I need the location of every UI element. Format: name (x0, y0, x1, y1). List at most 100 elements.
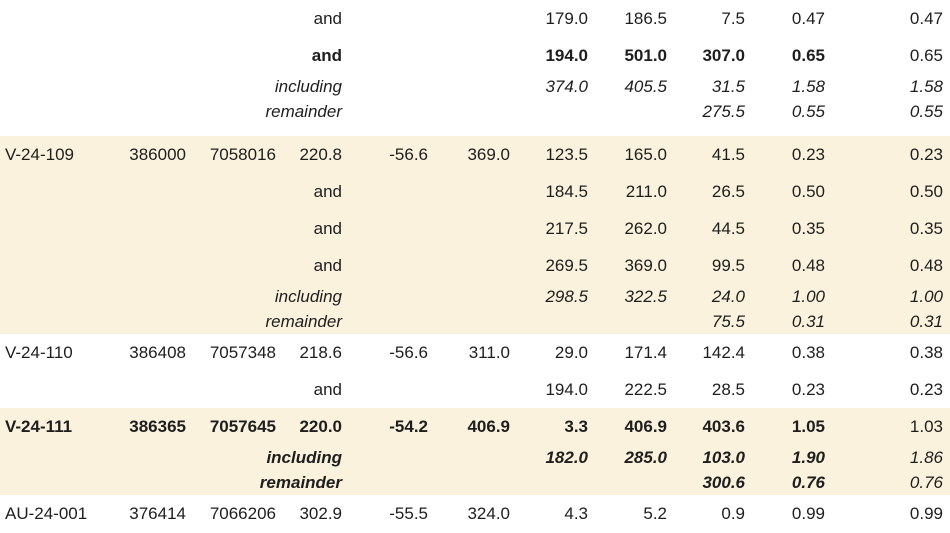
grade-cell: 0.23 (745, 380, 825, 400)
cell-text: 0.76 (909, 472, 943, 492)
depth-cell: 369.0 (428, 145, 510, 165)
table-row: remainder 300.6 0.76 0.76 (0, 470, 950, 495)
cell-text: AU-24-001 (5, 503, 88, 523)
cell-text: 218.6 (299, 342, 342, 362)
interval-cell: 26.5 (667, 182, 745, 202)
cell-text: 285.0 (624, 447, 667, 467)
from-cell: 182.0 (510, 448, 588, 468)
cell-text: 184.5 (545, 181, 588, 201)
cell-text: 0.38 (791, 342, 825, 362)
depth-cell: 324.0 (428, 504, 510, 524)
cell-text: V-24-110 (5, 342, 73, 362)
cell-text: 0.50 (791, 181, 825, 201)
table-row: and 184.5 211.0 26.5 0.50 0.50 (0, 173, 950, 210)
cell-text: including (274, 76, 342, 96)
cell-text: 0.35 (909, 218, 943, 238)
table-section: and 179.0 186.5 7.5 0.47 0.47 and 194.0 501.0 307… (0, 0, 950, 136)
grade-cell: 1.05 (745, 417, 825, 437)
from-cell: 269.5 (510, 256, 588, 276)
grade-cell: 1.00 (745, 287, 825, 307)
cell-text: 374.0 (545, 76, 588, 96)
cell-text: 5.2 (643, 503, 667, 523)
from-cell: 194.0 (510, 380, 588, 400)
cell-text: 406.9 (467, 416, 510, 436)
grade-cell: 1.58 (745, 77, 825, 97)
interval-cell: 41.5 (667, 145, 745, 165)
grade-cell: 0.76 (745, 473, 825, 493)
hole-id-cell: V-24-110 (0, 343, 115, 363)
grade-capped-cell: 0.23 (825, 380, 943, 400)
cell-text: 103.0 (702, 447, 745, 467)
cell-text: 4.3 (564, 503, 588, 523)
cell-text: and (313, 379, 342, 399)
cell-text: 186.5 (624, 8, 667, 28)
cell-text: 7057645 (209, 416, 276, 436)
cell-text: 275.5 (702, 101, 745, 121)
cell-text: 75.5 (711, 311, 745, 331)
cell-text: 0.65 (791, 45, 825, 65)
cell-text: V-24-109 (5, 144, 74, 164)
cell-text: 165.0 (624, 144, 667, 164)
grade-cell: 0.48 (745, 256, 825, 276)
interval-cell: 44.5 (667, 219, 745, 239)
grade-cell: 0.55 (745, 102, 825, 122)
cell-text: 220.8 (299, 144, 342, 164)
interval-cell: 275.5 (667, 102, 745, 122)
interval-cell: 31.5 (667, 77, 745, 97)
cell-text: -54.2 (389, 416, 428, 436)
cell-text: 298.5 (545, 286, 588, 306)
cell-text: 0.48 (791, 255, 825, 275)
cell-text: 1.86 (909, 447, 943, 467)
grade-cell: 0.65 (745, 46, 825, 66)
dip-cell: -56.6 (342, 343, 428, 363)
azimuth-or-label-cell: and (276, 219, 342, 239)
grade-capped-cell: 1.86 (825, 448, 943, 468)
interval-cell: 24.0 (667, 287, 745, 307)
table-row: and 194.0 222.5 28.5 0.23 0.23 (0, 371, 950, 408)
cell-text: 123.5 (545, 144, 588, 164)
cell-text: including (266, 447, 342, 467)
azimuth-or-label-cell: and (276, 46, 342, 66)
cell-text: 0.23 (791, 144, 825, 164)
cell-text: 28.5 (711, 379, 745, 399)
cell-text: 403.6 (702, 416, 745, 436)
interval-cell: 300.6 (667, 473, 745, 493)
interval-cell: 7.5 (667, 9, 745, 29)
cell-text: 7058016 (209, 144, 276, 164)
northing-cell: 7066206 (186, 504, 276, 524)
to-cell: 406.9 (588, 417, 667, 437)
table-section: V-24-111 386365 7057645 220.0 -54.2 406.9 3.3 4… (0, 408, 950, 495)
azimuth-or-label-cell: remainder (265, 312, 342, 332)
cell-text: 217.5 (545, 218, 588, 238)
cell-text: 1.05 (791, 416, 825, 436)
cell-text: remainder (265, 311, 342, 331)
grade-capped-cell: 0.47 (825, 9, 943, 29)
cell-text: 501.0 (624, 45, 667, 65)
cell-text: 386408 (129, 342, 186, 362)
cell-text: 211.0 (625, 181, 667, 201)
azimuth-or-label-cell: and (276, 182, 342, 202)
interval-cell: 75.5 (667, 312, 745, 332)
to-cell: 211.0 (588, 182, 667, 202)
cell-text: 26.5 (711, 181, 745, 201)
to-cell: 501.0 (588, 46, 667, 66)
to-cell: 369.0 (588, 256, 667, 276)
to-cell: 405.5 (588, 77, 667, 97)
grade-capped-cell: 0.31 (825, 312, 943, 332)
azimuth-or-label-cell: including (266, 448, 342, 468)
grade-cell: 0.23 (745, 145, 825, 165)
hole-id-cell: AU-24-001 (0, 504, 115, 524)
cell-text: 0.99 (909, 503, 943, 523)
table-row: and 179.0 186.5 7.5 0.47 0.47 (0, 0, 950, 37)
interval-cell: 28.5 (667, 380, 745, 400)
cell-text: 0.35 (791, 218, 825, 238)
azimuth-or-label-cell: remainder (265, 102, 342, 122)
cell-text: and (313, 255, 342, 275)
cell-text: 0.31 (791, 311, 825, 331)
cell-text: 376414 (129, 503, 186, 523)
cell-text: 0.55 (791, 101, 825, 121)
grade-capped-cell: 0.48 (825, 256, 943, 276)
interval-cell: 99.5 (667, 256, 745, 276)
cell-text: and (313, 8, 342, 28)
cell-text: 3.3 (564, 416, 588, 436)
